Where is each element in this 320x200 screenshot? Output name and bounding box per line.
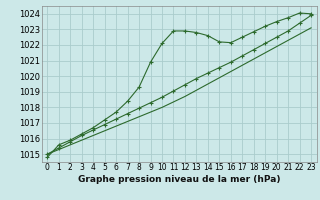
X-axis label: Graphe pression niveau de la mer (hPa): Graphe pression niveau de la mer (hPa) [78, 175, 280, 184]
